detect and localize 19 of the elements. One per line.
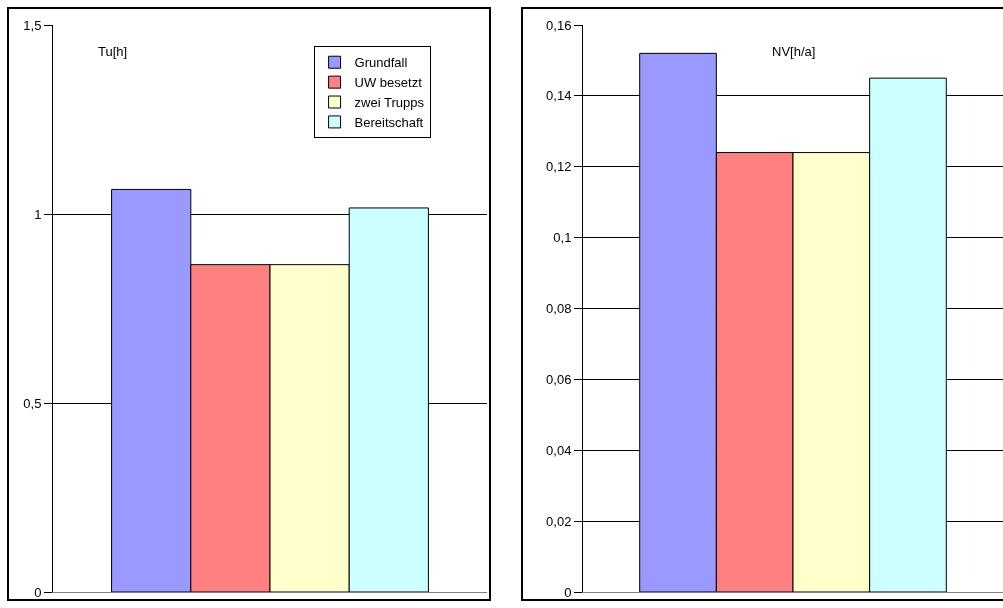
y-tick-label: 1,5 (23, 17, 42, 33)
text: NV[h/a] (772, 44, 816, 59)
y-tick-label: 0,08 (546, 301, 572, 317)
y-tick-label: 1 (34, 206, 42, 222)
y-tick-label: 0,04 (546, 442, 572, 458)
y-tick-label: 0,02 (546, 513, 572, 529)
y-tick-label: 0 (34, 584, 42, 600)
legend-label: Bereitschaft (354, 115, 424, 130)
y-tick-label: 0,06 (546, 371, 572, 387)
y-tick-label: 0 (564, 584, 572, 600)
y-tick-label: 0,14 (546, 88, 572, 104)
legend-label: zwei Trupps (354, 95, 425, 111)
text: Tu[h] (98, 44, 128, 59)
y-tick-label: 0,16 (546, 17, 572, 33)
y-tick-label: 0,5 (23, 395, 42, 411)
y-tick-label: 0,12 (546, 159, 572, 175)
y-tick-label: 0,1 (553, 230, 572, 246)
legend-label: UW besetzt (354, 75, 423, 91)
legend-label: Grundfall (354, 55, 408, 71)
